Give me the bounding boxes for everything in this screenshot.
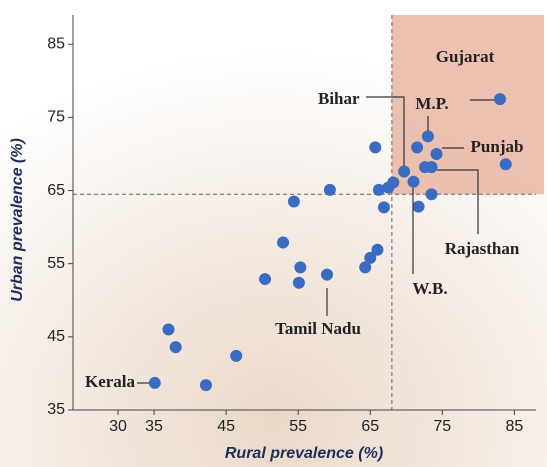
y-tick-label: 65: [47, 182, 65, 199]
y-tick-label: 45: [47, 328, 65, 345]
x-tick-label: 85: [505, 418, 523, 435]
annotation: Bihar: [318, 89, 360, 108]
data-point: [292, 276, 305, 289]
highlight-region: [391, 15, 544, 195]
data-point: [169, 341, 182, 354]
data-point: [199, 379, 212, 392]
data-point: [162, 323, 175, 336]
data-point: [277, 236, 290, 249]
annotation: Kerala: [85, 372, 136, 391]
data-point: [369, 141, 382, 154]
data-point: [425, 188, 438, 201]
data-point: [364, 251, 377, 264]
data-point: [371, 243, 384, 256]
data-point: [493, 93, 506, 106]
x-tick-label: 55: [289, 418, 307, 435]
annotation: Punjab: [471, 137, 524, 156]
annotation: Tamil Nadu: [275, 319, 361, 338]
x-tick-label: 65: [361, 418, 379, 435]
data-point: [230, 349, 243, 362]
data-point: [425, 161, 438, 174]
data-point: [499, 158, 512, 171]
leader-line: [366, 96, 405, 166]
data-point: [421, 130, 434, 143]
data-point: [323, 183, 336, 196]
x-tick-label: 30: [109, 418, 127, 435]
data-point: [148, 376, 161, 389]
data-point: [372, 183, 385, 196]
x-tick-label: 45: [217, 418, 235, 435]
data-point: [359, 261, 372, 274]
data-point: [430, 147, 443, 160]
y-axis-title: Urban prevalence (%): [9, 138, 26, 302]
data-point: [377, 201, 390, 214]
data-point: [411, 141, 424, 154]
annotation: M.P.: [415, 94, 448, 113]
annotation: Rajasthan: [445, 239, 520, 258]
data-point: [294, 261, 307, 274]
data-point: [287, 195, 300, 208]
data-point: [398, 165, 411, 178]
data-point: [412, 200, 425, 213]
x-axis-title: Rural prevalence (%): [225, 445, 383, 462]
x-tick-label: 75: [433, 418, 451, 435]
x-tick-label: 35: [145, 418, 163, 435]
y-tick-label: 55: [47, 255, 65, 272]
data-point: [321, 268, 334, 281]
annotation: W.B.: [412, 279, 447, 298]
data-point: [259, 273, 272, 286]
annotation: Gujarat: [436, 47, 495, 66]
y-tick-label: 75: [47, 109, 65, 126]
y-tick-label: 35: [47, 401, 65, 418]
data-point: [407, 175, 420, 188]
leader-line: [437, 169, 479, 234]
data-point: [382, 181, 395, 194]
y-tick-label: 85: [47, 35, 65, 52]
